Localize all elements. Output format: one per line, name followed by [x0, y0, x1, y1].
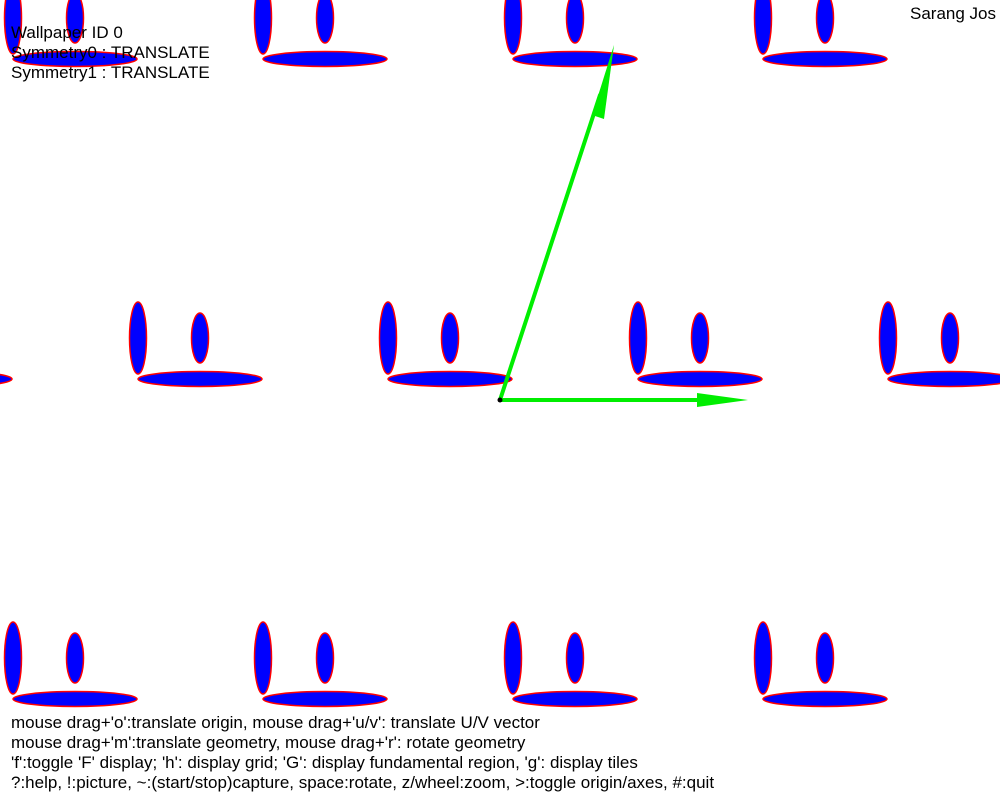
info-panel: Wallpaper ID 0 Symmetry0 : TRANSLATE Sym…: [11, 23, 210, 83]
motif-vertical-ellipse: [565, 632, 585, 684]
motif-horizontal-ellipse: [12, 50, 138, 68]
motif-vertical-ellipse: [815, 0, 835, 44]
motif-vertical-ellipse: [440, 312, 460, 364]
help-line-mouse-geometry: mouse drag+'m':translate geometry, mouse…: [11, 733, 526, 752]
motif-tile: [628, 301, 763, 388]
motif-vertical-ellipse: [503, 621, 523, 695]
motif-tiles: [0, 0, 1000, 708]
motif-tile: [878, 301, 1000, 388]
motif-vertical-ellipse: [503, 0, 523, 55]
motif-vertical-ellipse: [315, 0, 335, 44]
motif-vertical-ellipse: [190, 312, 210, 364]
motif-horizontal-ellipse: [762, 690, 888, 708]
motif-horizontal-ellipse: [637, 370, 763, 388]
wallpaper-id-label: Wallpaper ID 0: [11, 23, 123, 42]
motif-tile: [378, 301, 513, 388]
symmetry0-label: Symmetry0 : TRANSLATE: [11, 43, 210, 62]
motif-horizontal-ellipse: [387, 370, 513, 388]
v-vector-arrow-icon[interactable]: [498, 93, 602, 402]
motif-horizontal-ellipse: [262, 50, 388, 68]
motif-vertical-ellipse: [690, 312, 710, 364]
motif-horizontal-ellipse: [12, 690, 138, 708]
motif-tile: [253, 621, 388, 708]
author-label: Sarang Jos: [910, 4, 996, 23]
motif-vertical-ellipse: [753, 0, 773, 55]
u-vector-arrowhead-icon[interactable]: [697, 393, 748, 407]
motif-tile: [3, 621, 138, 708]
motif-vertical-ellipse: [815, 632, 835, 684]
motif-vertical-ellipse: [940, 312, 960, 364]
help-line-misc-keys: ?:help, !:picture, ~:(start/stop)capture…: [11, 773, 715, 792]
motif-vertical-ellipse: [878, 301, 898, 375]
motif-vertical-ellipse: [753, 621, 773, 695]
motif-horizontal-ellipse: [262, 690, 388, 708]
motif-vertical-ellipse: [65, 632, 85, 684]
motif-tile: [253, 0, 388, 68]
motif-vertical-ellipse: [3, 0, 23, 55]
motif-horizontal-ellipse: [0, 373, 13, 385]
motif-horizontal-ellipse: [887, 370, 1000, 388]
motif-vertical-ellipse: [565, 0, 585, 44]
motif-tile: [3, 0, 138, 68]
motif-horizontal-ellipse: [512, 690, 638, 708]
motif-horizontal-ellipse: [512, 50, 638, 68]
symmetry1-label: Symmetry1 : TRANSLATE: [11, 63, 210, 82]
motif-vertical-ellipse: [128, 301, 148, 375]
motif-vertical-ellipse: [3, 621, 23, 695]
motif-tile: [0, 373, 13, 385]
motif-vertical-ellipse: [378, 301, 398, 375]
motif-tile: [753, 621, 888, 708]
help-panel: mouse drag+'o':translate origin, mouse d…: [11, 713, 714, 793]
motif-vertical-ellipse: [253, 0, 273, 55]
motif-vertical-ellipse: [253, 621, 273, 695]
origin-axes[interactable]: [497, 45, 749, 407]
motif-horizontal-ellipse: [137, 370, 263, 388]
motif-vertical-ellipse: [315, 632, 335, 684]
motif-tile: [503, 621, 638, 708]
motif-horizontal-ellipse: [762, 50, 888, 68]
motif-tile: [753, 0, 888, 68]
motif-vertical-ellipse: [65, 0, 85, 44]
origin-dot-icon[interactable]: [497, 397, 503, 403]
help-line-display-keys: 'f':toggle 'F' display; 'h': display gri…: [11, 753, 638, 772]
v-vector-arrowhead-icon[interactable]: [592, 45, 614, 119]
motif-tile: [128, 301, 263, 388]
help-line-mouse-translate: mouse drag+'o':translate origin, mouse d…: [11, 713, 540, 732]
motif-tile: [503, 0, 638, 68]
motif-vertical-ellipse: [628, 301, 648, 375]
